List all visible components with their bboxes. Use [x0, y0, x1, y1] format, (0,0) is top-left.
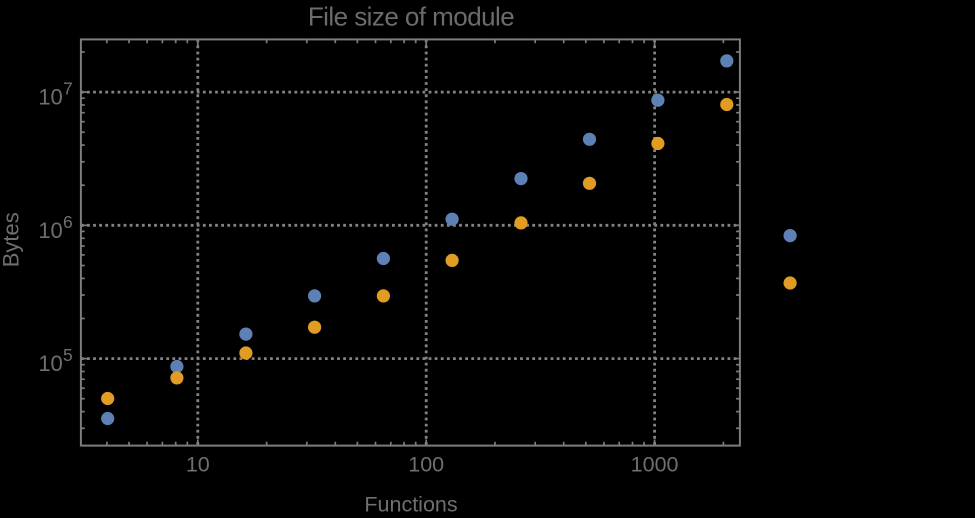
svg-text:10: 10	[186, 452, 210, 476]
svg-text:10: 10	[38, 218, 62, 243]
svg-text:Functions: Functions	[364, 493, 457, 514]
svg-text:10: 10	[38, 85, 62, 110]
svg-text:5: 5	[63, 345, 73, 365]
svg-text:Bytes: Bytes	[0, 212, 24, 267]
svg-text:10: 10	[38, 351, 62, 376]
svg-text:File size of module: File size of module	[308, 2, 514, 32]
svg-text:6: 6	[63, 212, 73, 232]
svg-text:7: 7	[63, 79, 73, 99]
svg-text:1000: 1000	[631, 452, 679, 476]
svg-text:100: 100	[408, 452, 444, 476]
